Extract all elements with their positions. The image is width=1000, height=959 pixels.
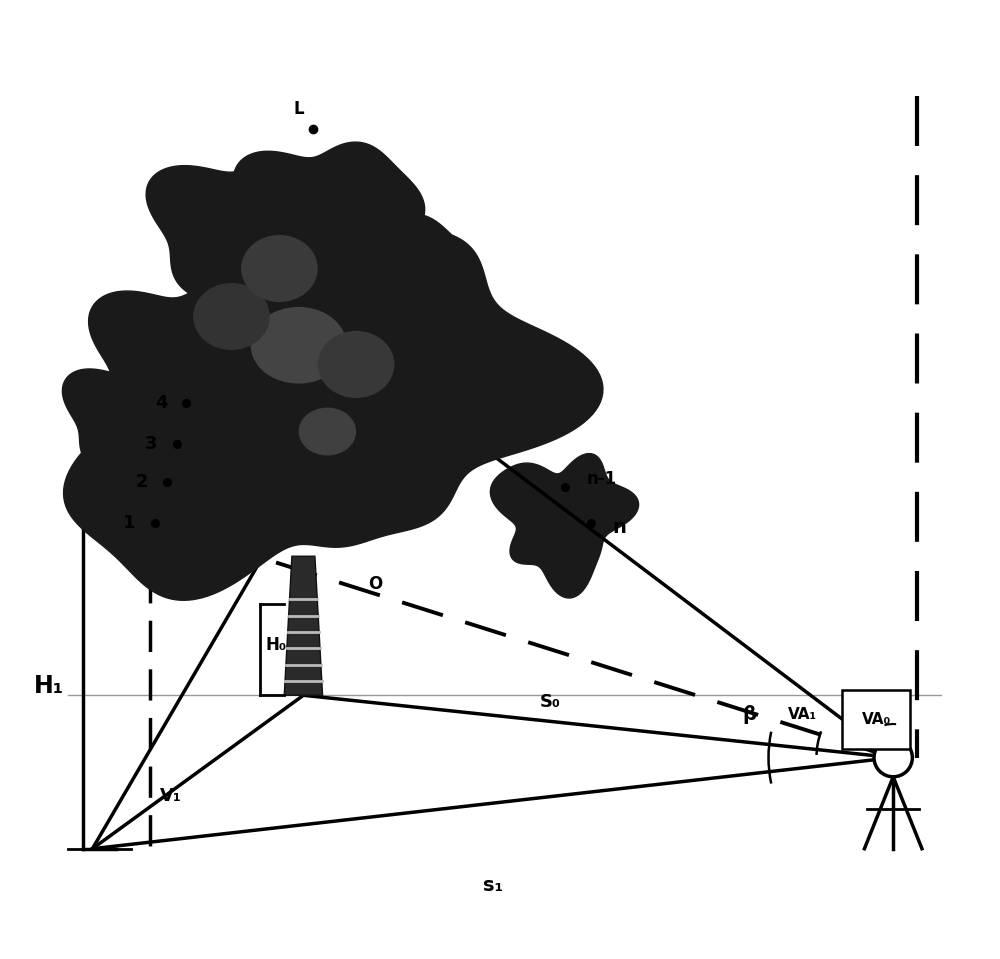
Polygon shape [490, 454, 639, 598]
Polygon shape [62, 362, 211, 496]
Text: β: β [742, 705, 756, 724]
Ellipse shape [193, 283, 270, 350]
Text: O: O [368, 574, 382, 593]
Text: V₁: V₁ [160, 787, 181, 805]
Text: 4: 4 [155, 394, 167, 411]
Text: VA₀: VA₀ [862, 713, 891, 727]
Polygon shape [64, 174, 603, 600]
Text: 2: 2 [136, 474, 148, 491]
Circle shape [874, 738, 912, 777]
Text: 3: 3 [145, 435, 158, 453]
Text: 1: 1 [123, 514, 136, 531]
Text: H₀: H₀ [265, 636, 286, 654]
Ellipse shape [318, 331, 395, 398]
Text: L: L [293, 100, 304, 118]
Polygon shape [139, 405, 288, 528]
Polygon shape [146, 156, 359, 332]
Polygon shape [89, 281, 301, 467]
Text: n: n [612, 518, 626, 537]
Text: n-1: n-1 [586, 471, 616, 488]
Polygon shape [320, 339, 491, 482]
FancyBboxPatch shape [842, 690, 910, 749]
Polygon shape [284, 556, 323, 695]
Text: s₁: s₁ [483, 876, 503, 895]
Text: VA₁: VA₁ [788, 707, 817, 722]
Text: S₀: S₀ [540, 693, 561, 712]
Polygon shape [233, 142, 425, 317]
Ellipse shape [241, 235, 318, 302]
Polygon shape [291, 214, 482, 379]
Text: H₁: H₁ [34, 673, 64, 698]
Ellipse shape [251, 307, 347, 384]
Ellipse shape [299, 408, 356, 456]
